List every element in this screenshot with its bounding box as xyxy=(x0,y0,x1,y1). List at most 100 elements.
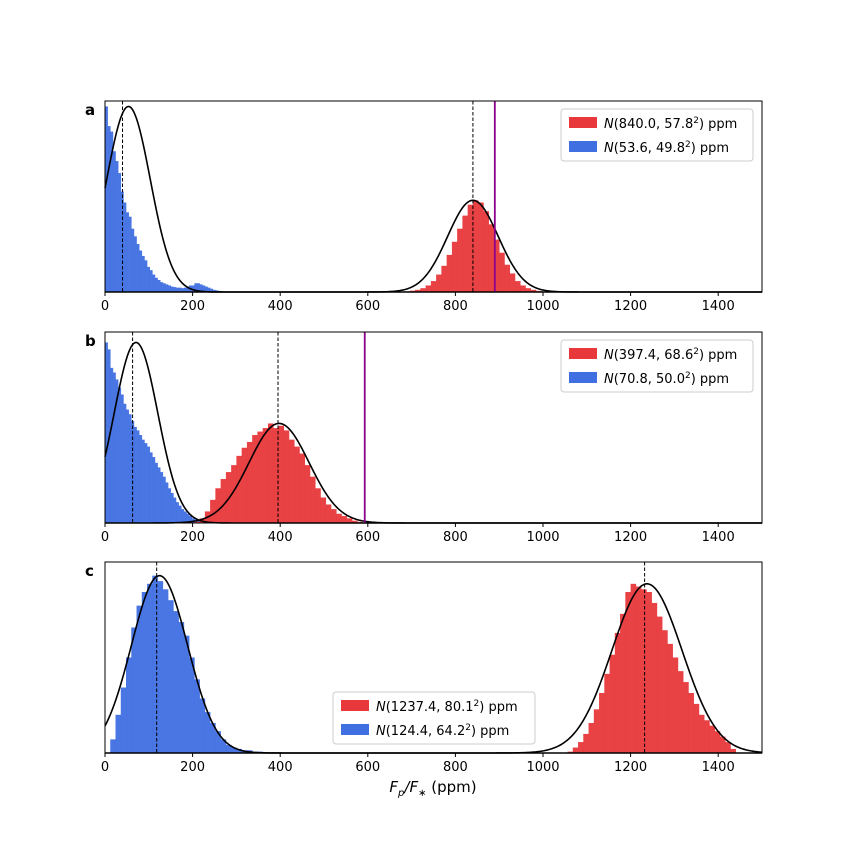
histogram-bar xyxy=(273,428,279,523)
histogram-bar xyxy=(436,274,442,292)
histogram-bar xyxy=(220,739,227,753)
legend-entry-symbol: N xyxy=(604,117,614,132)
panel-c: 0 200 400 600 800 1000 1200 1400 c N(1237.4, 80.1… xyxy=(85,561,763,775)
histogram-bar xyxy=(105,342,108,523)
histogram-bar xyxy=(325,504,332,523)
histogram-bar xyxy=(620,613,626,753)
histogram-bar xyxy=(509,273,516,292)
histogram-bar xyxy=(698,714,705,753)
histogram-bar xyxy=(112,372,116,523)
histogram-bar xyxy=(110,739,116,753)
histogram-bar xyxy=(283,430,290,523)
histogram-bar xyxy=(262,428,269,523)
histogram-bar xyxy=(141,439,145,523)
histogram-bar xyxy=(578,742,584,753)
histogram-bar xyxy=(207,287,211,292)
legend-swatch xyxy=(569,372,597,383)
histogram-bar xyxy=(178,622,185,753)
histogram-bar xyxy=(493,239,500,292)
histogram-bar xyxy=(186,286,190,292)
histogram-bar xyxy=(688,692,694,753)
histogram-bar xyxy=(194,679,200,753)
x-tick-label: 1200 xyxy=(614,299,647,314)
histogram-bar xyxy=(128,216,132,292)
histogram-bar xyxy=(267,423,274,523)
histogram-bar xyxy=(162,283,166,292)
x-axis-label-sep: /F xyxy=(402,778,418,796)
legend-entry-symbol: N xyxy=(604,372,614,387)
histogram-bar xyxy=(175,287,179,292)
x-tick-label: 800 xyxy=(443,760,468,775)
histogram-bar xyxy=(730,748,737,753)
histogram-bar xyxy=(210,722,216,753)
histogram-bar xyxy=(199,698,206,753)
histogram-bar xyxy=(704,720,710,753)
histogram-bar xyxy=(118,173,122,292)
histogram-bar xyxy=(189,516,193,523)
histogram-red xyxy=(567,583,737,753)
histogram-bar xyxy=(646,592,652,753)
x-tick-label: 1400 xyxy=(702,299,735,314)
histogram-bar xyxy=(662,630,668,753)
histogram-bar xyxy=(635,586,642,753)
histogram-bar xyxy=(630,583,637,753)
histogram-bar xyxy=(168,600,174,753)
histogram-bar xyxy=(157,467,161,523)
histogram-bar xyxy=(656,616,663,753)
histogram-bar xyxy=(115,379,119,523)
histogram-bar xyxy=(183,511,187,523)
histogram-bar xyxy=(126,657,132,753)
histogram-bar xyxy=(126,212,129,292)
histogram-bar xyxy=(178,287,182,292)
panel-label: a xyxy=(85,101,95,119)
histogram-bar xyxy=(183,287,187,292)
histogram-bar xyxy=(199,284,203,292)
histogram-bar xyxy=(210,499,216,523)
legend-swatch xyxy=(569,117,597,128)
histogram-bar xyxy=(572,747,579,753)
histogram-bar xyxy=(246,441,253,523)
x-tick-label: 0 xyxy=(101,530,109,545)
histogram-blue xyxy=(105,342,203,523)
axes-frame xyxy=(104,331,763,524)
histogram-bar xyxy=(115,714,122,753)
legend-entry: N(124.4, 64.22) ppm xyxy=(376,723,509,739)
histogram-bar xyxy=(530,289,537,292)
histogram-bar xyxy=(593,709,600,753)
legend-entry-tail: ) ppm xyxy=(691,372,729,387)
histogram-bar xyxy=(215,731,221,753)
histogram-bar xyxy=(152,274,156,292)
histogram-bar xyxy=(446,254,453,292)
legend-entry-symbol: N xyxy=(604,348,614,363)
legend-entry-args: (124.4, 64.2 xyxy=(386,724,466,739)
legend-box xyxy=(560,108,754,162)
legend-entry-exponent: 2 xyxy=(474,699,480,709)
x-tick-label: 0 xyxy=(101,760,109,775)
histogram-bar xyxy=(110,367,114,523)
histogram-bar xyxy=(212,289,216,292)
gaussian-fit-line xyxy=(105,199,762,293)
legend-entry-args: (397.4, 68.6 xyxy=(614,348,694,363)
legend-swatch xyxy=(341,700,369,711)
histogram-bar xyxy=(191,285,195,292)
x-axis-label-sub1: p xyxy=(397,788,404,799)
histogram-bar xyxy=(252,435,258,523)
histogram-bar xyxy=(315,488,321,523)
histogram-bar xyxy=(441,265,447,292)
histogram-bar xyxy=(115,161,119,292)
histogram-bar xyxy=(651,602,658,753)
histogram-bar xyxy=(162,589,169,753)
legend-swatch xyxy=(341,724,369,735)
histogram-bar xyxy=(331,509,337,523)
legend-entry-symbol: N xyxy=(376,700,386,715)
legend-entry-tail: ) ppm xyxy=(471,724,509,739)
legend-entry-exponent: 2 xyxy=(685,140,691,150)
legend-entry-symbol: N xyxy=(376,724,386,739)
legend-entry-exponent: 2 xyxy=(685,371,691,381)
histogram-bar xyxy=(294,446,300,523)
histogram-bar xyxy=(136,430,140,523)
